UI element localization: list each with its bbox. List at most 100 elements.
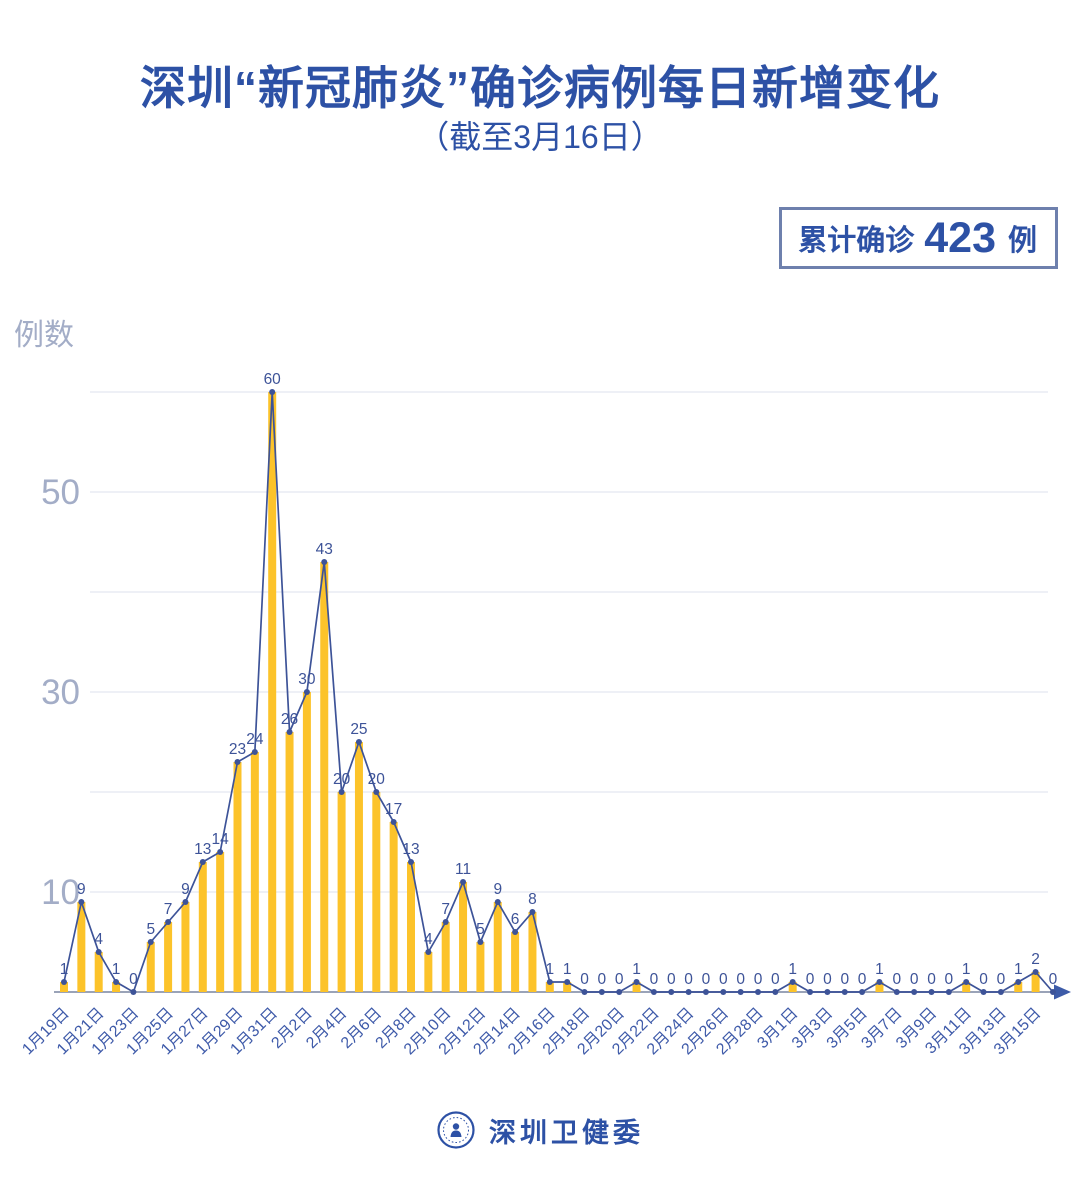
point-3月13日 (997, 989, 1004, 995)
badge-value: 423 (924, 214, 996, 262)
value-label-1月31日: 60 (264, 371, 282, 388)
value-label-2月9日: 4 (424, 931, 433, 948)
point-1月30日 (251, 749, 258, 755)
shenzhen-health-commission-logo (437, 1111, 475, 1149)
point-2月26日 (720, 989, 727, 995)
point-2月23日 (668, 989, 675, 995)
value-label-2月22日: 0 (650, 971, 659, 988)
value-label-3月8日: 0 (910, 971, 919, 988)
point-3月11日 (963, 979, 970, 985)
value-label-1月25日: 7 (164, 901, 173, 918)
value-label-1月19日: 1 (60, 961, 69, 978)
value-label-3月16日: 0 (1049, 971, 1058, 988)
bar-2月11日 (459, 882, 468, 992)
point-2月14日 (512, 929, 519, 935)
value-label-3月13日: 0 (997, 971, 1006, 988)
point-3月4日 (841, 989, 848, 995)
point-1月19日 (61, 979, 67, 985)
point-3月12日 (980, 989, 987, 995)
bar-1月22日 (112, 982, 121, 992)
value-label-2月11日: 11 (455, 861, 471, 878)
point-2月8日 (408, 859, 414, 865)
value-label-2月16日: 1 (545, 961, 554, 978)
point-2月19日 (598, 989, 605, 995)
value-label-2月10日: 7 (441, 901, 450, 918)
bar-1月21日 (94, 952, 103, 992)
value-label-2月18日: 0 (580, 971, 589, 988)
point-1月25日 (165, 919, 172, 925)
value-label-2月6日: 20 (368, 771, 386, 788)
point-2月16日 (546, 979, 553, 985)
value-label-2月13日: 9 (493, 881, 502, 898)
value-label-2月28日: 0 (754, 971, 763, 988)
bar-2月1日 (285, 732, 294, 992)
point-2月11日 (460, 879, 467, 885)
bar-1月28日 (216, 852, 225, 992)
bar-2月16日 (545, 982, 554, 992)
page-subtitle: （截至3月16日） (417, 119, 663, 155)
point-1月21日 (95, 949, 102, 955)
point-2月28日 (755, 989, 761, 995)
point-3月7日 (893, 989, 900, 995)
point-2月29日 (772, 989, 779, 995)
point-2月17日 (564, 979, 571, 985)
point-2月27日 (737, 989, 744, 995)
bar-3月6日 (875, 982, 884, 992)
trend-line (63, 391, 1054, 994)
value-label-1月21日: 4 (94, 931, 103, 948)
point-3月15日 (1032, 969, 1039, 975)
point-1月31日 (269, 389, 276, 395)
point-2月24日 (685, 989, 692, 995)
footer-org-name: 深圳卫健委 (489, 1117, 644, 1148)
point-3月9日 (928, 989, 935, 995)
bar-3月1日 (788, 982, 797, 992)
point-2月2日 (303, 689, 310, 695)
footer: 深圳卫健委 (0, 1110, 1080, 1150)
y-tick-label-10: 10 (41, 873, 80, 912)
point-2月5日 (355, 739, 362, 745)
bar-1月24日 (146, 942, 155, 992)
bar-2月8日 (407, 862, 415, 992)
point-2月4日 (338, 789, 345, 795)
point-1月27日 (199, 859, 206, 865)
point-2月25日 (702, 989, 709, 995)
value-label-2月14日: 6 (511, 911, 520, 928)
value-label-2月7日: 17 (385, 801, 402, 818)
point-3月2日 (807, 989, 814, 995)
value-label-1月22日: 1 (112, 961, 121, 978)
bar-1月19日 (60, 982, 68, 992)
point-1月24日 (147, 939, 154, 945)
value-label-2月17日: 1 (563, 961, 572, 978)
point-2月9日 (425, 949, 432, 955)
point-3月10日 (945, 989, 952, 995)
value-label-3月1日: 1 (788, 961, 797, 978)
value-label-2月1日: 26 (281, 711, 298, 728)
bar-2月4日 (337, 792, 346, 992)
value-label-1月23日: 0 (129, 971, 138, 988)
value-label-1月20日: 9 (77, 881, 86, 898)
point-1月22日 (113, 979, 120, 985)
bar-2月13日 (493, 902, 502, 992)
value-label-2月20日: 0 (615, 971, 624, 988)
bar-3月15日 (1031, 972, 1040, 992)
bar-1月30日 (250, 752, 259, 992)
bar-1月20日 (77, 902, 86, 992)
value-label-1月27日: 13 (194, 841, 211, 858)
bar-1月26日 (181, 902, 190, 992)
bar-1月29日 (233, 762, 242, 992)
bar-2月15日 (528, 912, 537, 992)
point-1月20日 (78, 899, 85, 905)
point-2月6日 (373, 789, 380, 795)
value-label-2月26日: 0 (719, 971, 728, 988)
value-label-2月12日: 5 (476, 921, 485, 938)
value-label-1月26日: 9 (181, 881, 190, 898)
bar-2月3日 (320, 562, 329, 992)
bar-2月17日 (563, 982, 572, 992)
point-2月20日 (616, 989, 623, 995)
point-2月10日 (442, 919, 449, 925)
value-label-3月2日: 0 (806, 971, 815, 988)
value-label-2月19日: 0 (598, 971, 607, 988)
value-label-1月29日: 23 (229, 741, 246, 758)
x-axis-arrow-icon (1054, 984, 1071, 1000)
